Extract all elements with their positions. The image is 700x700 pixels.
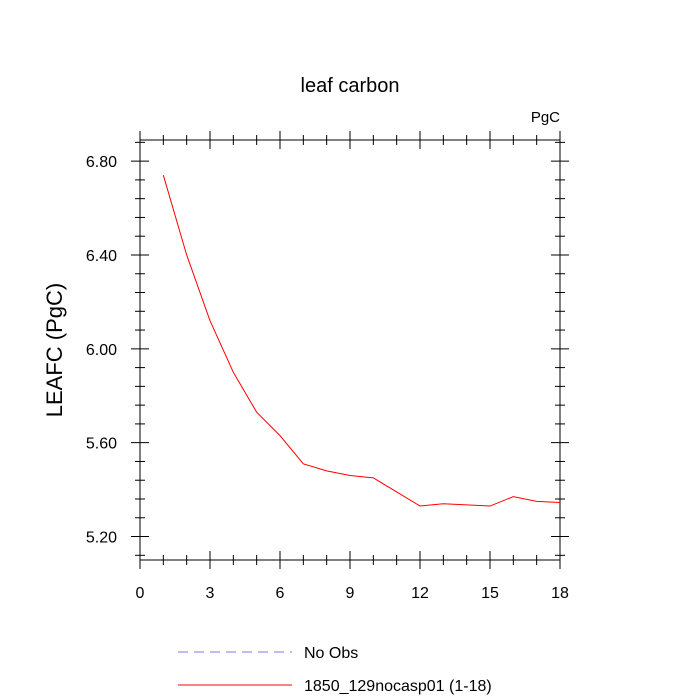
y-tick-label: 6.40 [86, 248, 117, 265]
legend: No Obs 1850_129nocasp01 (1-18) [178, 645, 492, 695]
y-tick-label: 6.00 [86, 342, 117, 359]
x-tick-label: 3 [206, 585, 215, 602]
y-tick-label: 5.60 [86, 436, 117, 453]
axis-tick-labels: 0 3 6 9 12 15 18 5.20 5.60 6.00 6.40 6.80 [86, 154, 569, 602]
plot-frame [139, 139, 561, 561]
legend-label: No Obs [304, 645, 358, 662]
x-tick-label: 12 [411, 585, 429, 602]
y-tick-label: 5.20 [86, 530, 117, 547]
chart-title: leaf carbon [301, 75, 400, 97]
series-layer [162, 175, 561, 507]
x-tick-label: 0 [136, 585, 145, 602]
x-tick-label: 9 [346, 585, 355, 602]
y-axis-label: LEAFC (PgC) [42, 283, 67, 417]
x-tick-label: 15 [481, 585, 499, 602]
x-tick-label: 18 [551, 585, 569, 602]
x-tick-label: 6 [276, 585, 285, 602]
series-line [162, 175, 561, 507]
legend-label: 1850_129nocasp01 (1-18) [304, 678, 492, 695]
units-label: PgC [531, 109, 560, 126]
y-tick-label: 6.80 [86, 154, 117, 171]
axis-ticks [131, 131, 569, 569]
